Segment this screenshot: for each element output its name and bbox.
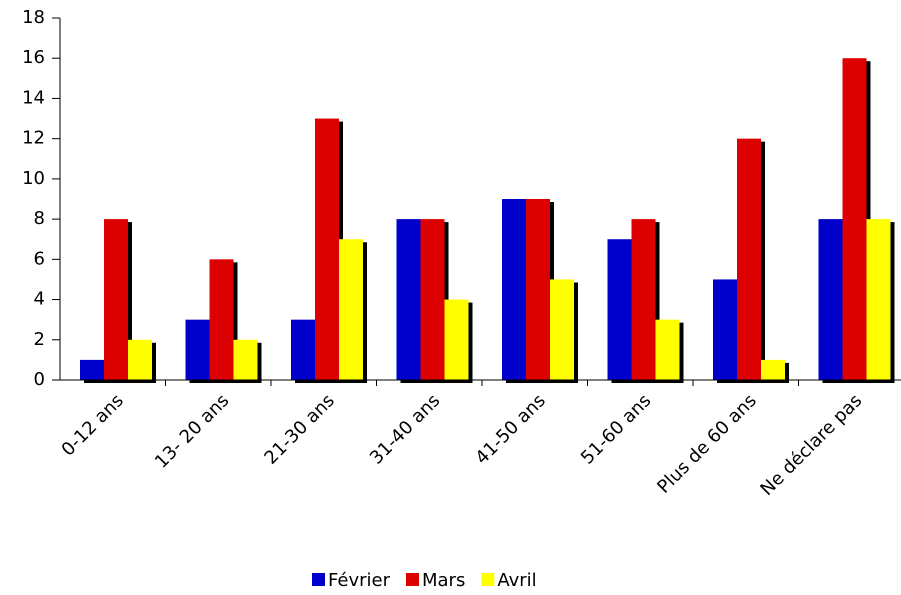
- bar: [233, 339, 258, 380]
- bar: [396, 219, 421, 380]
- legend-swatch: [312, 573, 325, 586]
- bar: [655, 319, 680, 380]
- bar: [713, 279, 737, 380]
- bar: [291, 319, 315, 380]
- bar: [526, 199, 550, 380]
- legend-swatch: [405, 573, 419, 586]
- bar: [80, 359, 104, 380]
- legend-swatch: [481, 573, 495, 586]
- y-tick-label: 0: [34, 369, 45, 390]
- bar: [818, 219, 843, 380]
- y-tick-label: 6: [34, 248, 45, 269]
- x-tick-label: 0-12 ans: [58, 390, 128, 460]
- bar: [866, 219, 891, 380]
- bar: [550, 279, 574, 380]
- bar: [315, 118, 339, 381]
- legend-label: Avril: [497, 570, 536, 591]
- bar: [444, 299, 469, 380]
- x-tick-label: 51-60 ans: [577, 390, 655, 468]
- bar: [339, 239, 363, 380]
- bar: [737, 138, 761, 380]
- x-tick-label: 31-40 ans: [366, 390, 444, 468]
- bar: [631, 219, 656, 380]
- bar: [209, 259, 234, 380]
- bar: [420, 219, 445, 380]
- y-tick-label: 14: [22, 87, 45, 108]
- x-tick-label: 21-30 ans: [260, 390, 338, 468]
- y-tick-label: 4: [34, 289, 45, 310]
- bar: [842, 58, 867, 380]
- legend-label: Février: [328, 570, 391, 591]
- y-tick-label: 18: [22, 7, 45, 28]
- y-tick-label: 10: [22, 168, 45, 189]
- bar: [761, 359, 785, 380]
- y-tick-label: 16: [22, 47, 45, 68]
- bar: [128, 339, 152, 380]
- bar: [502, 199, 526, 380]
- bar: [104, 219, 128, 380]
- x-tick-label: 41-50 ans: [471, 390, 549, 468]
- x-tick-label: Plus de 60 ans: [653, 390, 761, 498]
- legend-label: Mars: [422, 570, 465, 591]
- y-tick-label: 12: [22, 128, 45, 149]
- y-tick-label: 2: [34, 329, 45, 350]
- y-tick-label: 8: [34, 208, 45, 229]
- x-tick-label: 13- 20 ans: [151, 390, 233, 472]
- bar: [185, 319, 210, 380]
- x-tick-label: Ne déclare pas: [756, 390, 866, 500]
- bar: [607, 239, 632, 380]
